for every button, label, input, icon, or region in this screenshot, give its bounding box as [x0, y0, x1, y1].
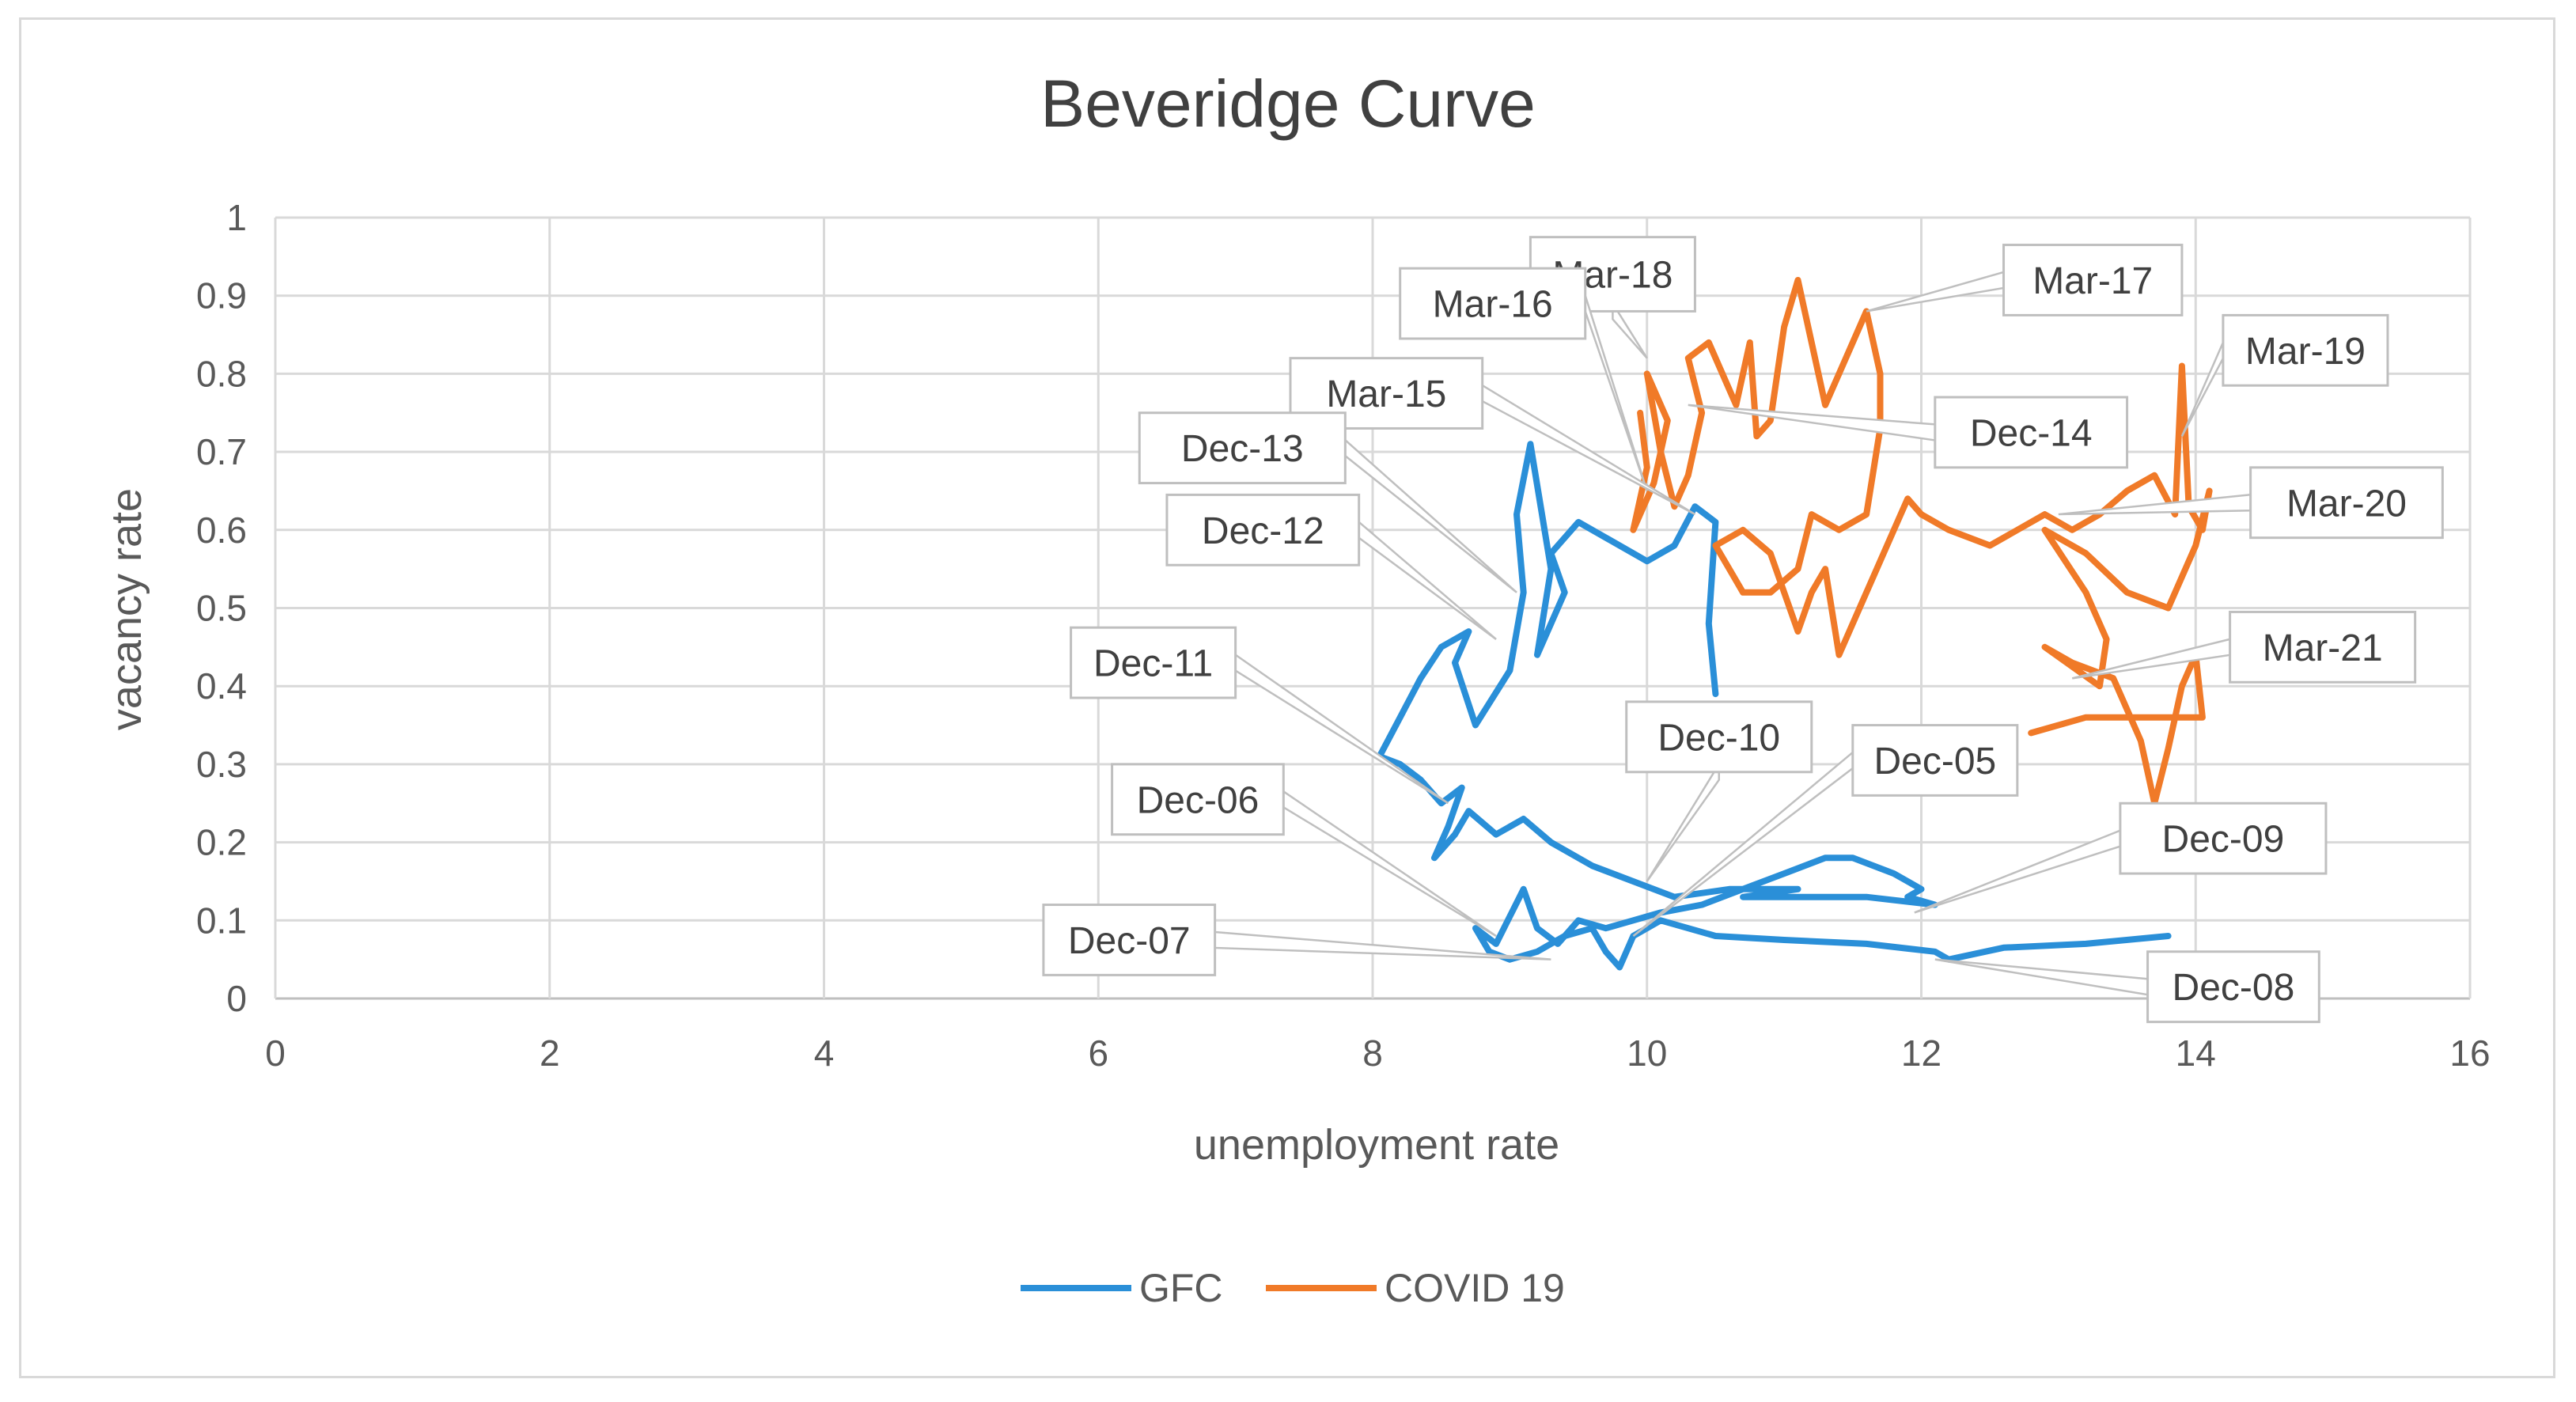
- x-tick-label: 10: [1627, 1033, 1667, 1074]
- callout-box: [1138, 411, 1347, 485]
- x-tick-label: 2: [540, 1033, 560, 1074]
- callout-box: [1165, 493, 1361, 566]
- callout-box: [2222, 313, 2389, 387]
- callout-layer: Mar-18 Mar-17Mar-16Mar-19Mar-15Dec-14Dec-…: [1042, 236, 2444, 1024]
- y-tick-label: 0.9: [196, 275, 247, 316]
- y-tick-label: 0: [226, 978, 247, 1019]
- callout-box: [1934, 396, 2129, 469]
- callout-label: Mar-16: [1433, 284, 1553, 326]
- callout-label: Mar-21: [2263, 627, 2383, 669]
- x-tick-label: 16: [2449, 1033, 2490, 1074]
- callout-label: Dec-10: [1657, 717, 1780, 759]
- callout-label: Dec-14: [1970, 412, 2093, 454]
- callout-leader: [1866, 271, 2005, 313]
- y-tick-label: 0.7: [196, 431, 247, 472]
- callout-label: Dec-06: [1137, 779, 1260, 821]
- x-tick-label: 6: [1088, 1033, 1108, 1074]
- callout-leader: [2058, 493, 2252, 516]
- callout-label: Dec-13: [1181, 428, 1304, 470]
- y-tick-label: 0.3: [196, 744, 247, 785]
- callout-box: [2002, 244, 2184, 316]
- x-tick-label: 12: [1901, 1033, 1941, 1074]
- callout-leader: [1688, 404, 1937, 441]
- callout-label: Dec-09: [2162, 819, 2285, 861]
- callout-box: [2249, 466, 2444, 540]
- callout-box: [2146, 950, 2320, 1024]
- series-line-covid-19: [1630, 277, 2213, 807]
- callout-leader: [1358, 520, 1497, 640]
- callout-label: Mar-17: [2032, 260, 2153, 302]
- callout-leader: [1632, 750, 1854, 938]
- y-tick-label: 0.1: [196, 900, 247, 941]
- y-tick-label: 0.5: [196, 588, 247, 629]
- callout-label: Dec-12: [1202, 510, 1324, 552]
- x-axis-title: unemployment rate: [1194, 1121, 1559, 1169]
- chart-title: Beveridge Curve: [1040, 66, 1536, 141]
- legend: GFC COVID 19: [1021, 1266, 1565, 1310]
- legend-label: GFC: [1139, 1266, 1223, 1310]
- x-tick-label: 0: [265, 1033, 286, 1074]
- callout-label: Dec-05: [1873, 741, 1996, 782]
- y-tick-label: 0.4: [196, 665, 247, 707]
- callout-label: Dec-07: [1068, 920, 1191, 962]
- callout-label: Mar-15: [1326, 373, 1446, 415]
- callout-box: [1070, 626, 1237, 699]
- callout-box: [2119, 801, 2328, 875]
- series-layer: [1376, 277, 2213, 971]
- callout-label: Dec-11: [1093, 643, 1213, 685]
- callout-box: [2229, 610, 2417, 684]
- x-tick-label: 14: [2176, 1033, 2216, 1074]
- callout-label: Mar-19: [2245, 331, 2366, 373]
- callout-leader: [1646, 760, 1721, 882]
- legend-label: COVID 19: [1385, 1266, 1565, 1310]
- callout-box: [1851, 724, 2019, 797]
- x-tick-label: 4: [814, 1033, 835, 1074]
- x-tick-label: 8: [1362, 1033, 1383, 1074]
- callout-box: [1625, 700, 1813, 774]
- callout-leader: [2071, 638, 2231, 680]
- callout-box: [1042, 904, 1217, 976]
- callout-label: Dec-08: [2173, 967, 2295, 1009]
- callout-box: [1399, 267, 1587, 340]
- y-tick-label: 0.8: [196, 353, 247, 394]
- series-line-gfc: [1376, 441, 2172, 971]
- y-tick-label: 1: [226, 197, 247, 238]
- gridlines: [274, 216, 2472, 1000]
- y-tick-label: 0.2: [196, 822, 247, 863]
- callout-box: [1111, 763, 1285, 836]
- callout-leader: [2180, 342, 2225, 437]
- y-tick-label: 0.6: [196, 510, 247, 551]
- y-axis-title: vacancy rate: [103, 488, 150, 730]
- callout-leader: [1934, 958, 2149, 996]
- tick-labels: 00.10.20.30.40.50.60.70.80.910 2 4 6 8 10 12 14…: [196, 197, 2491, 1074]
- callout-leader: [1344, 438, 1517, 593]
- callout-label: Mar-20: [2286, 483, 2407, 525]
